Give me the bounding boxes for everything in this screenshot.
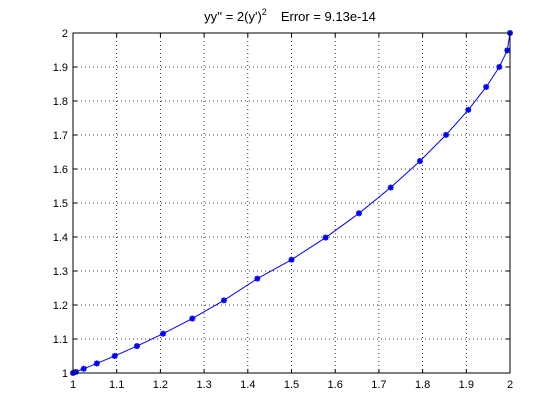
y-tick-label: 1.3 bbox=[53, 266, 68, 278]
y-tick-label: 1.1 bbox=[53, 334, 68, 346]
data-point bbox=[72, 368, 79, 375]
y-tick-label: 2 bbox=[62, 28, 68, 40]
chart-title: yy'' = 2(y')2 Error = 9.13e-14 bbox=[204, 7, 376, 24]
title-equation: yy'' = 2(y') bbox=[204, 9, 262, 24]
data-point bbox=[322, 234, 329, 241]
x-tick-label: 1.6 bbox=[328, 379, 343, 391]
data-point bbox=[160, 330, 167, 337]
y-tick-label: 1.5 bbox=[53, 198, 68, 210]
data-point bbox=[133, 343, 140, 350]
data-point bbox=[483, 83, 490, 90]
x-tick-label: 1.5 bbox=[284, 379, 299, 391]
y-tick-label: 1.8 bbox=[53, 96, 68, 108]
y-tick-label: 1.9 bbox=[53, 62, 68, 74]
title-error: Error = 9.13e-14 bbox=[281, 9, 376, 24]
y-tick-label: 1.7 bbox=[53, 130, 68, 142]
y-tick-label: 1 bbox=[62, 368, 68, 380]
data-point bbox=[496, 63, 503, 70]
data-point bbox=[416, 158, 423, 165]
x-tick-label: 1.4 bbox=[240, 379, 255, 391]
x-tick-label: 1.1 bbox=[109, 379, 124, 391]
y-tick-label: 1.6 bbox=[53, 164, 68, 176]
axis-ticks bbox=[72, 32, 511, 374]
data-point bbox=[387, 184, 394, 191]
x-tick-label: 1.9 bbox=[459, 379, 474, 391]
tick-labels: 1 1.1 1.2 1.3 1.4 1.5 1.6 1.7 1.8 1.9 2 1 1.1 1.2 1.3 1… bbox=[53, 28, 513, 391]
x-tick-label: 1.7 bbox=[371, 379, 386, 391]
title-exponent: 2 bbox=[262, 7, 267, 17]
data-point bbox=[189, 315, 196, 322]
x-tick-label: 2 bbox=[507, 379, 513, 391]
data-point bbox=[443, 131, 450, 138]
data-point bbox=[504, 47, 511, 54]
x-tick-label: 1.8 bbox=[415, 379, 430, 391]
x-tick-label: 1.3 bbox=[196, 379, 211, 391]
data-point bbox=[254, 275, 261, 282]
data-point bbox=[220, 297, 227, 304]
data-point bbox=[111, 352, 118, 359]
data-point bbox=[356, 210, 363, 217]
data-point bbox=[288, 256, 295, 263]
x-tick-label: 1.2 bbox=[153, 379, 168, 391]
data-point bbox=[465, 106, 472, 113]
data-point bbox=[93, 360, 100, 367]
x-tick-label: 1 bbox=[70, 379, 76, 391]
grid-lines bbox=[73, 33, 510, 373]
y-tick-label: 1.4 bbox=[53, 232, 68, 244]
y-tick-label: 1.2 bbox=[53, 300, 68, 312]
data-point bbox=[80, 365, 87, 372]
